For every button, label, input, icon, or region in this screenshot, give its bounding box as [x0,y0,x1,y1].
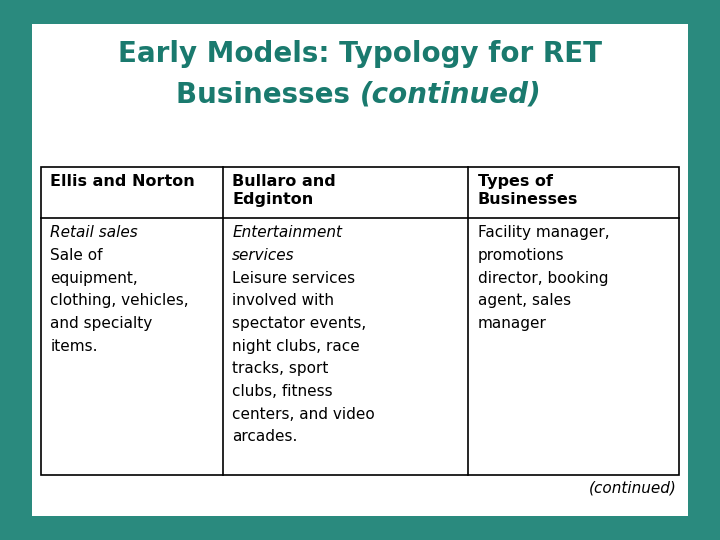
Text: clubs, fitness: clubs, fitness [233,384,333,399]
Text: spectator events,: spectator events, [233,316,366,331]
Text: Businesses: Businesses [176,81,360,109]
Text: (continued): (continued) [589,481,677,496]
Text: Early Models: Typology for RET: Early Models: Typology for RET [118,40,602,69]
Text: involved with: involved with [233,293,334,308]
Bar [41,167,679,475]
Text: Entertainment: Entertainment [233,225,342,240]
Text: centers, and video: centers, and video [233,407,375,422]
Text: Facility manager,: Facility manager, [478,225,609,240]
Text: agent, sales: agent, sales [478,293,571,308]
Text: Types of
Businesses: Types of Businesses [478,174,578,207]
Text: promotions: promotions [478,248,564,263]
Text: Ellis and Norton: Ellis and Norton [50,174,195,190]
Text: Bullaro and
Edginton: Bullaro and Edginton [233,174,336,207]
Text: (continued): (continued) [360,81,541,109]
Text: items.: items. [50,339,98,354]
Text: Leisure services: Leisure services [233,271,356,286]
Text: night clubs, race: night clubs, race [233,339,360,354]
Text: Retail sales: Retail sales [50,225,138,240]
Text: equipment,: equipment, [50,271,138,286]
FancyBboxPatch shape [32,24,688,516]
Text: director, booking: director, booking [478,271,608,286]
Text: and specialty: and specialty [50,316,153,331]
Text: arcades.: arcades. [233,429,297,444]
Text: manager: manager [478,316,546,331]
Text: tracks, sport: tracks, sport [233,361,328,376]
Text: clothing, vehicles,: clothing, vehicles, [50,293,189,308]
Text: services: services [233,248,294,263]
Text: Sale of: Sale of [50,248,103,263]
